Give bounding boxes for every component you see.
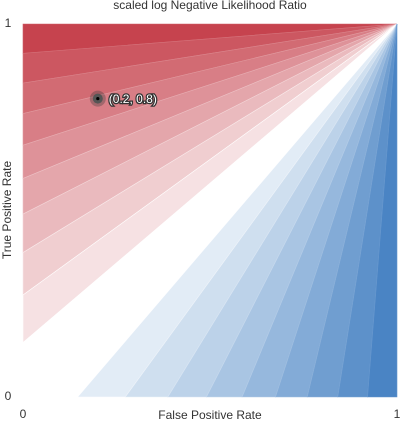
- contour-band: [367, 23, 398, 398]
- x-axis-label: False Positive Rate: [158, 408, 262, 422]
- y-tick-label: 1: [5, 16, 12, 30]
- point-label: (0.2, 0.8): [109, 92, 157, 106]
- chart-title: scaled log Negative Likelihood Ratio: [113, 0, 307, 12]
- y-tick-label: 0: [5, 389, 12, 403]
- point-center: [96, 97, 100, 101]
- y-axis-label: True Positive Rate: [0, 161, 14, 260]
- x-tick-label: 1: [394, 407, 401, 421]
- bands: [22, 23, 398, 398]
- overlay: 0 1 0 1 (0.2, 0.8): [5, 16, 401, 421]
- x-tick-label: 0: [20, 407, 27, 421]
